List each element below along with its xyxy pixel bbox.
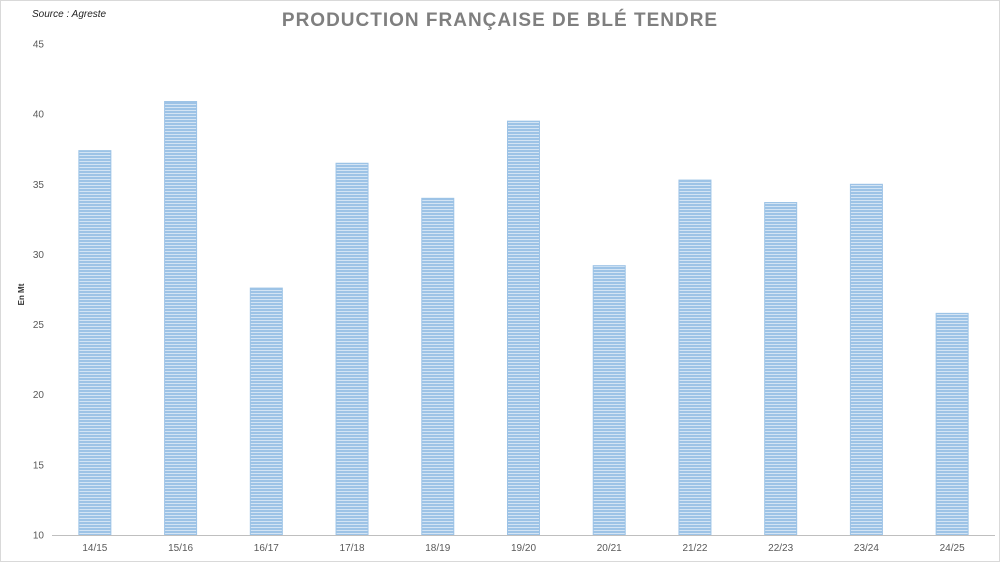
x-tick-label: 22/23	[768, 543, 793, 554]
y-tick-label: 35	[33, 180, 45, 191]
bar-20-21	[592, 265, 626, 536]
x-tick-label: 24/25	[940, 543, 965, 554]
x-tick-label: 15/16	[168, 543, 193, 554]
bar-24-25	[935, 312, 969, 536]
source-note: Source : Agreste	[32, 9, 107, 20]
bar-23-24	[849, 183, 883, 536]
bar-16-17	[249, 287, 283, 536]
y-tick-label: 30	[33, 250, 45, 261]
bar-22-23	[764, 202, 798, 536]
bar-21-22	[678, 179, 712, 536]
bar-19-20	[507, 120, 540, 536]
y-tick-label: 45	[33, 40, 45, 51]
bars	[78, 101, 969, 536]
y-tick-label: 40	[33, 110, 45, 121]
bar-14-15	[78, 150, 112, 536]
x-tick-label: 19/20	[511, 543, 536, 554]
x-tick-label: 16/17	[254, 543, 279, 554]
x-tick-label: 21/22	[682, 543, 707, 554]
y-tick-label: 10	[33, 531, 45, 542]
y-tick-label: 15	[33, 460, 45, 471]
x-axis-ticks: 14/15 15/16 16/17 17/18 18/19 19/20 20/21 21/22…	[82, 543, 965, 554]
chart-title: PRODUCTION FRANÇAISE DE BLÉ TENDRE	[281, 10, 719, 31]
x-tick-label: 17/18	[340, 543, 365, 554]
x-tick-label: 18/19	[425, 543, 450, 554]
x-tick-label: 20/21	[597, 543, 622, 554]
y-axis-ticks: 10 15 20 25 30 35 40 45	[33, 40, 45, 542]
bar-17-18	[335, 162, 369, 536]
y-tick-label: 20	[33, 390, 45, 401]
bar-18-19	[421, 197, 455, 536]
y-tick-label: 25	[33, 320, 45, 331]
x-tick-label: 14/15	[82, 543, 107, 554]
x-tick-label: 23/24	[854, 543, 879, 554]
y-axis-label: En Mt	[17, 283, 26, 305]
bar-15-16	[164, 101, 198, 536]
